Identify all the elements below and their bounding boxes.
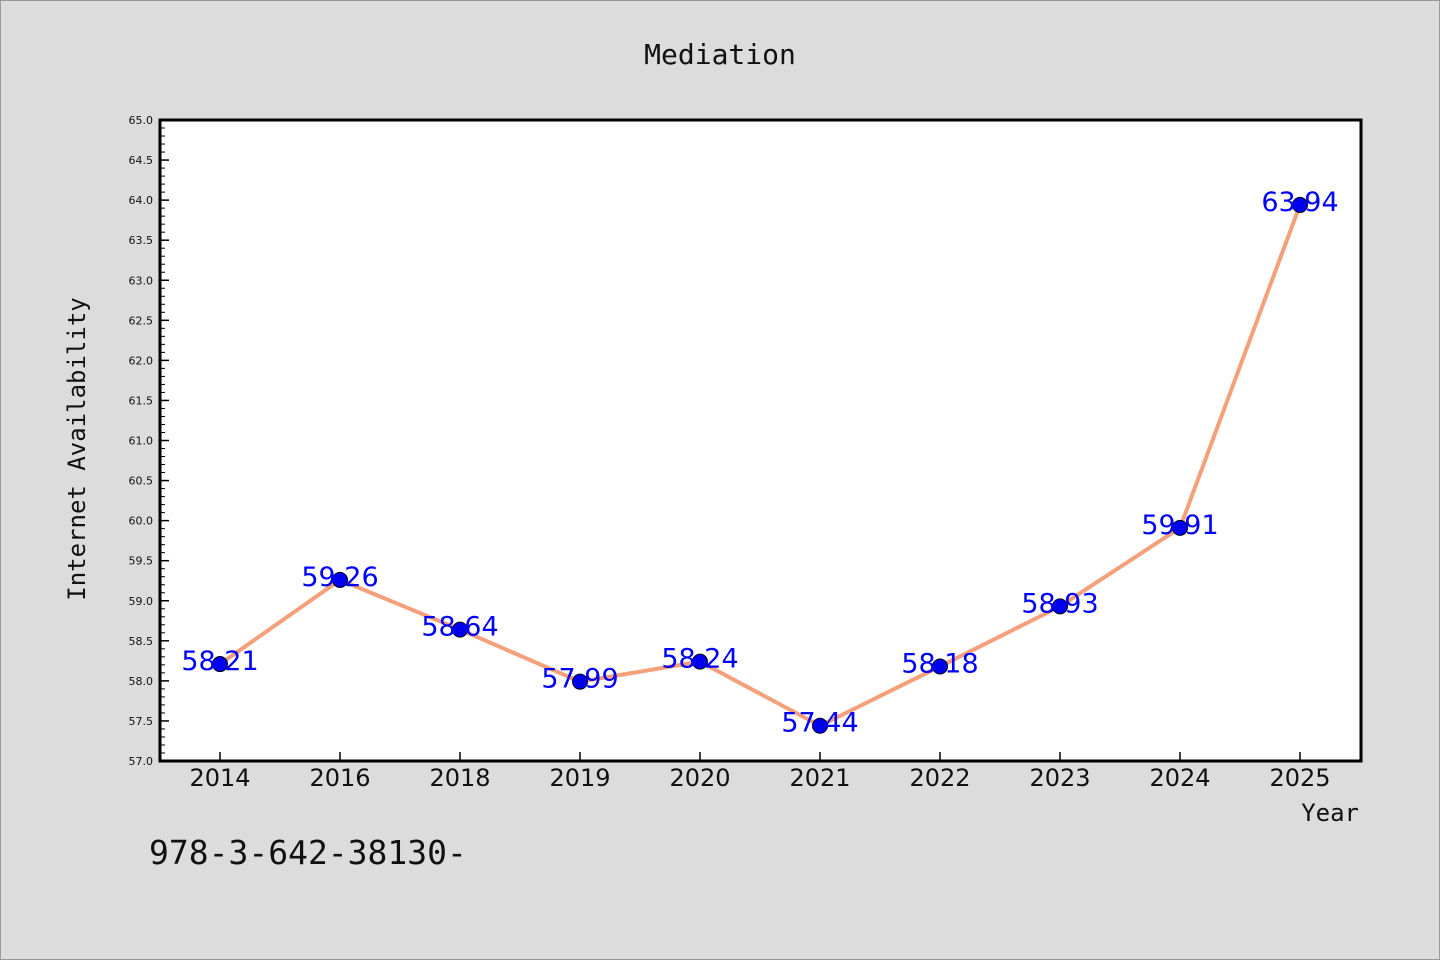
- series-internet-availability: [212, 196, 1308, 734]
- x-tick-label: 2024: [1149, 764, 1210, 792]
- data-point: [1292, 196, 1308, 213]
- x-axis: 2014 2016 2018 2019 2020 2021 2022 2023 2024 2025: [189, 752, 1331, 792]
- x-tick-label: 2023: [1029, 764, 1090, 792]
- plot-area: [158, 118, 1363, 763]
- data-label: 59.26: [301, 562, 378, 593]
- data-point: [1172, 519, 1188, 536]
- footer-note: 978-3-642-38130-: [149, 833, 467, 872]
- data-point: [452, 621, 468, 638]
- x-tick-label: 2018: [429, 764, 490, 792]
- data-label: 59.91: [1141, 510, 1218, 541]
- data-point: [1052, 598, 1068, 615]
- data-point: [212, 656, 228, 673]
- series-line: [218, 202, 1302, 728]
- x-tick-label: 2022: [909, 764, 970, 792]
- y-tick-label: 58.0: [129, 675, 154, 688]
- y-tick-label: 62.0: [129, 354, 154, 367]
- chart-title: Mediation: [644, 38, 796, 71]
- data-label: 58.93: [1021, 588, 1098, 619]
- data-label: 63.94: [1261, 187, 1338, 218]
- y-tick-label: 61.0: [129, 435, 154, 448]
- y-axis: 57.0 57.5 58.0 58.5 59.0 59.5 60.0 60.5 61.0 61.5…: [129, 114, 169, 768]
- y-tick-label: 64.0: [129, 194, 154, 207]
- y-tick-label: 60.0: [129, 515, 154, 528]
- y-tick-label: 57.0: [129, 755, 154, 768]
- y-tick-label: 57.5: [129, 715, 154, 728]
- data-point: [932, 658, 948, 675]
- y-tick-label: 64.5: [129, 154, 154, 167]
- x-tick-label: 2025: [1269, 764, 1330, 792]
- x-tick-label: 2019: [549, 764, 610, 792]
- y-tick-label: 65.0: [129, 114, 154, 127]
- x-tick-label: 2020: [669, 764, 730, 792]
- data-label: 58.18: [901, 648, 978, 679]
- data-label: 58.64: [421, 612, 498, 643]
- data-point: [812, 717, 828, 734]
- data-point: [692, 653, 708, 670]
- x-tick-label: 2014: [189, 764, 250, 792]
- data-label: 58.21: [181, 646, 258, 677]
- y-tick-label: 63.0: [129, 274, 154, 287]
- data-point: [572, 673, 588, 690]
- y-tick-label: 60.5: [129, 475, 154, 488]
- x-tick-label: 2021: [789, 764, 850, 792]
- data-label: 57.99: [541, 664, 618, 695]
- data-point: [332, 571, 348, 588]
- y-axis-label: Internet Availability: [63, 297, 91, 600]
- data-label: 57.44: [781, 708, 858, 739]
- y-tick-label: 62.5: [129, 314, 154, 327]
- y-tick-label: 58.5: [129, 635, 154, 648]
- y-tick-label: 59.5: [129, 555, 154, 568]
- data-labels: 58.21 59.26 58.64 57.99 58.24 57.44 58.18 58.93…: [181, 187, 1338, 739]
- y-tick-label: 63.5: [129, 234, 154, 247]
- x-axis-label: Year: [1301, 799, 1359, 827]
- x-tick-label: 2016: [309, 764, 370, 792]
- data-label: 58.24: [661, 644, 738, 675]
- y-tick-label: 59.0: [129, 595, 154, 608]
- y-tick-label: 61.5: [129, 394, 154, 407]
